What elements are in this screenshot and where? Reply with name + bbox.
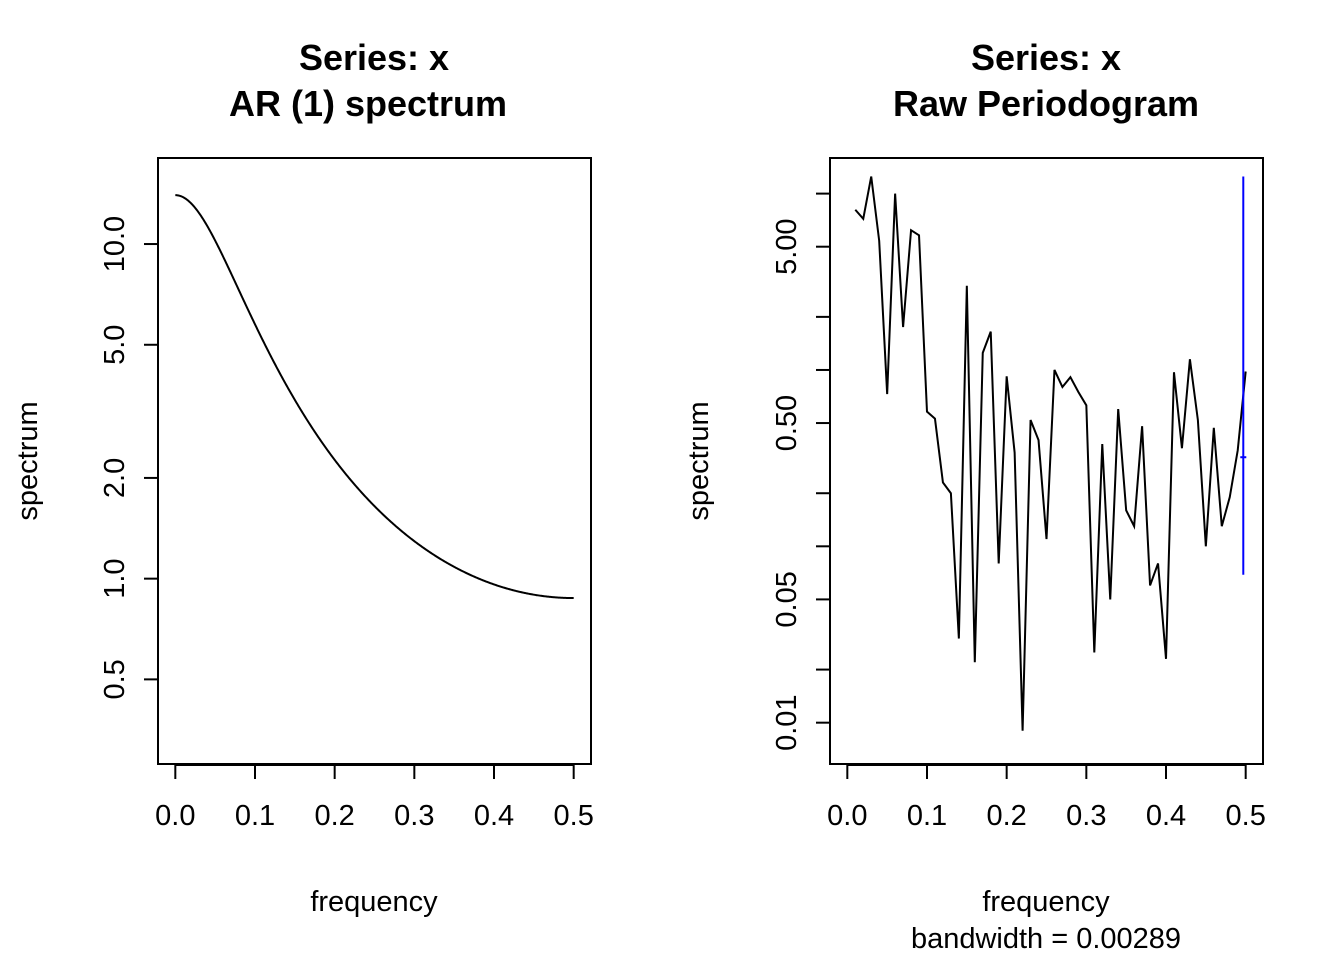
right-x-tick-label: 0.0 (827, 800, 867, 832)
left-y-tick-label: 5.0 (99, 325, 131, 365)
confidence-bar (1240, 176, 1247, 575)
right-y-tick-label: 5.00 (771, 218, 803, 274)
raw-periodogram-panel: Series: x Raw Periodogram 0.0 0.1 0.2 0.3 0.… (683, 37, 1266, 955)
right-x-axis: 0.0 0.1 0.2 0.3 0.4 0.5 (827, 764, 1266, 832)
left-chart-subtitle: AR (1) spectrum (229, 83, 507, 124)
right-x-tick-label: 0.3 (1066, 800, 1106, 832)
left-y-axis: 0.5 1.0 2.0 5.0 10.0 (99, 216, 159, 700)
left-y-tick-label: 0.5 (99, 659, 131, 699)
right-x-tick-label: 0.5 (1226, 800, 1266, 832)
right-y-axis: 0.01 0.05 0.50 5.00 (771, 192, 831, 751)
right-y-tick-label: 0.01 (771, 694, 803, 750)
left-y-tick-label: 10.0 (99, 216, 131, 272)
right-chart-title: Series: x (971, 37, 1121, 78)
right-x-tick-label: 0.4 (1146, 800, 1186, 832)
left-x-axis-label: frequency (310, 886, 438, 918)
left-plot-frame (157, 157, 592, 765)
left-chart-title: Series: x (299, 37, 449, 78)
left-x-tick-label: 0.5 (554, 800, 594, 832)
left-x-tick-label: 0.4 (474, 800, 514, 832)
left-x-tick-label: 0.3 (394, 800, 434, 832)
ar-spectrum-line (175, 194, 574, 600)
right-x-axis-label: frequency (982, 886, 1110, 918)
left-x-tick-label: 0.1 (235, 800, 275, 832)
left-x-tick-label: 0.0 (155, 800, 195, 832)
right-y-tick-label: 0.50 (771, 395, 803, 451)
left-x-tick-label: 0.2 (314, 800, 354, 832)
left-y-tick-label: 1.0 (99, 558, 131, 598)
right-y-axis-label: spectrum (683, 401, 715, 520)
left-y-axis-label: spectrum (12, 401, 44, 520)
right-x-tick-label: 0.1 (907, 800, 947, 832)
right-y-tick-label: 0.05 (771, 571, 803, 627)
left-x-axis: 0.0 0.1 0.2 0.3 0.4 0.5 (155, 764, 594, 832)
right-plot-frame (829, 157, 1264, 765)
right-chart-subtitle: Raw Periodogram (893, 83, 1199, 124)
bandwidth-label: bandwidth = 0.00289 (911, 923, 1181, 955)
left-y-tick-label: 2.0 (99, 458, 131, 498)
periodogram-line (854, 176, 1247, 731)
ar-spectrum-panel: Series: x AR (1) spectrum 0.0 0.1 0.2 0.3 0.… (12, 37, 594, 918)
right-x-tick-label: 0.2 (986, 800, 1026, 832)
